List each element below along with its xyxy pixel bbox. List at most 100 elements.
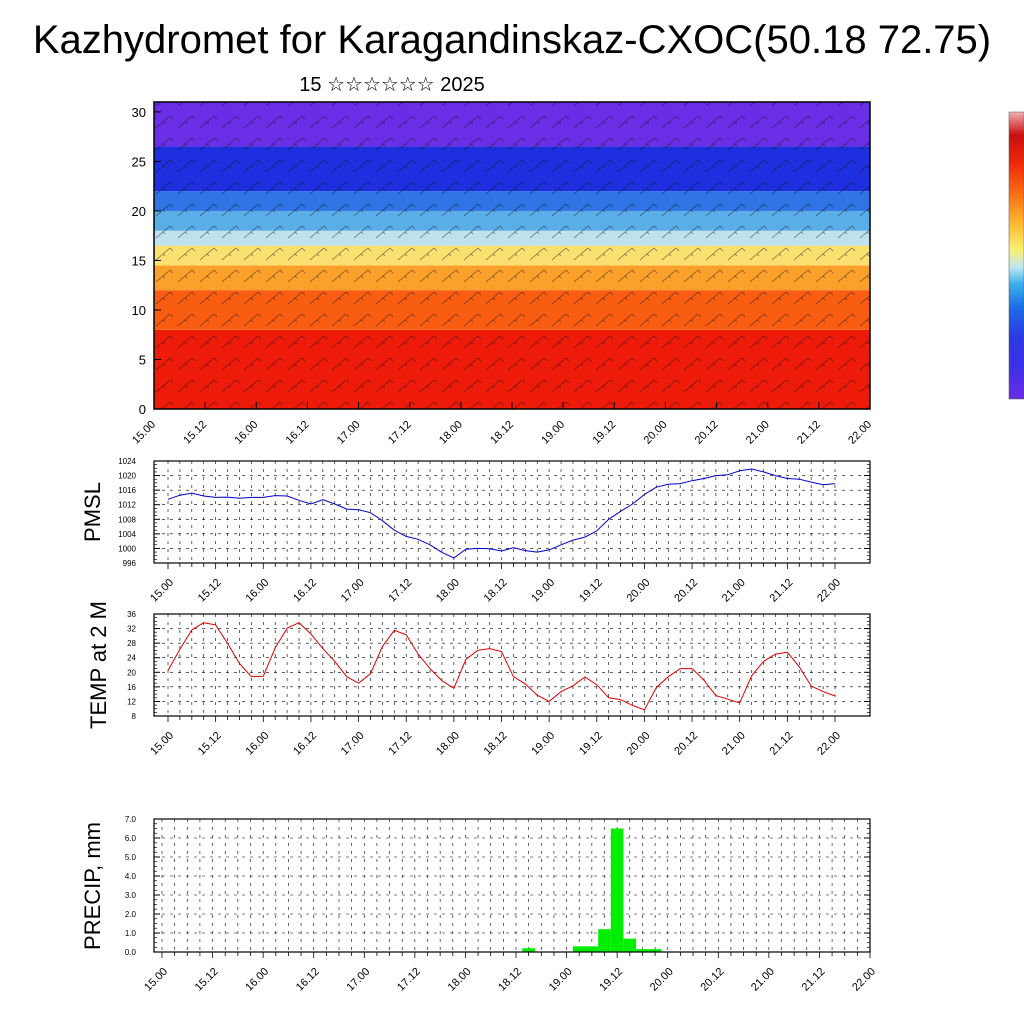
wind-barbs-overlay xyxy=(154,102,870,409)
x-tick-label: 19.12 xyxy=(577,577,605,605)
y-tick-label: 996 xyxy=(123,559,137,568)
x-tick-label: 19.00 xyxy=(529,730,557,758)
precip-grid xyxy=(154,819,870,952)
precip-bar xyxy=(623,938,637,952)
y-tick-label: 4.0 xyxy=(125,872,137,881)
y-tick-label: 16 xyxy=(127,683,136,692)
x-tick-label: 21.12 xyxy=(768,577,796,605)
x-tick-label: 18.12 xyxy=(482,577,510,605)
precip-panel: 0.0 1.0 2.0 3.0 4.0 5.0 6.0 7.0 15.00 15.12 16.00 1… xyxy=(80,815,878,994)
x-tick-label: 15.00 xyxy=(142,966,170,994)
x-tick-label: 19.12 xyxy=(597,966,625,994)
x-tick-label: 21.00 xyxy=(720,730,748,758)
x-tick-label: 18.00 xyxy=(434,577,462,605)
y-tick-label: 5.0 xyxy=(125,853,137,862)
x-tick-label: 17.00 xyxy=(339,577,367,605)
y-tick-label: 5 xyxy=(139,352,146,367)
x-tick-label: 20.00 xyxy=(625,730,653,758)
x-tick-label: 18.00 xyxy=(434,730,462,758)
y-tick-label: 15 xyxy=(132,253,146,268)
pmsl-axes: 996 1000 1004 1008 1012 1016 1020 1024 15.00 15.1… xyxy=(118,457,870,605)
x-tick-label: 16.12 xyxy=(291,730,319,758)
precip-bar xyxy=(585,946,599,952)
x-tick-label: 21.00 xyxy=(744,419,772,447)
x-tick-label: 21.12 xyxy=(795,419,823,447)
x-tick-label: 21.12 xyxy=(768,730,796,758)
x-tick-label: 20.12 xyxy=(693,419,721,447)
x-tick-label: 16.00 xyxy=(243,577,271,605)
y-tick-label: 6.0 xyxy=(125,834,137,843)
y-tick-label: 25 xyxy=(132,154,146,169)
temp-axes: 8 12 16 20 24 28 32 36 15.00 15.12 16.00 16.12 17.00… xyxy=(127,610,870,758)
cross-section-panel: 0 5 10 15 20 25 30 15.00 15.12 16.00 16.12 17.00 17.… xyxy=(130,101,874,447)
y-tick-label: 1012 xyxy=(118,501,136,510)
y-tick-label: 28 xyxy=(127,639,136,648)
y-tick-label: 10 xyxy=(132,303,146,318)
chart-title: Kazhydromet for Karagandinskaz-CXOC(50.1… xyxy=(32,18,992,62)
precip-bars xyxy=(522,828,662,952)
x-tick-label: 15.12 xyxy=(181,419,209,447)
y-tick-label: 7.0 xyxy=(125,815,137,824)
x-tick-label: 17.12 xyxy=(386,419,414,447)
y-tick-label: 12 xyxy=(127,697,136,706)
x-tick-label: 18.12 xyxy=(496,966,524,994)
x-tick-label: 16.12 xyxy=(291,577,319,605)
temp-frame xyxy=(153,613,871,717)
temp-ylabel: TEMP at 2 M xyxy=(86,601,111,729)
precip-bar xyxy=(636,949,649,952)
x-tick-label: 17.12 xyxy=(386,730,414,758)
precip-axes: 0.0 1.0 2.0 3.0 4.0 5.0 6.0 7.0 15.00 15.12 16.00 1… xyxy=(125,815,878,994)
precip-bar xyxy=(598,929,611,952)
x-tick-label: 19.00 xyxy=(547,966,575,994)
precip-bar xyxy=(648,949,662,952)
temp-series-line xyxy=(167,622,836,711)
temp-grid xyxy=(154,614,870,716)
x-tick-label: 15.12 xyxy=(196,577,224,605)
y-tick-label: 1004 xyxy=(118,530,136,539)
x-tick-label: 18.12 xyxy=(488,419,516,447)
x-tick-label: 21.00 xyxy=(720,577,748,605)
x-tick-label: 15.00 xyxy=(148,730,176,758)
x-tick-label: 20.12 xyxy=(672,730,700,758)
x-tick-label: 15.00 xyxy=(130,419,158,447)
pmsl-panel: 996 1000 1004 1008 1012 1016 1020 1024 15.00 15.1… xyxy=(80,457,871,605)
y-tick-label: 24 xyxy=(127,654,136,663)
x-tick-label: 18.12 xyxy=(482,730,510,758)
x-tick-label: 18.00 xyxy=(437,419,465,447)
precip-bar xyxy=(522,948,535,952)
x-tick-label: 16.00 xyxy=(243,730,271,758)
x-tick-label: 21.12 xyxy=(800,966,828,994)
x-tick-label: 22.00 xyxy=(815,730,843,758)
y-tick-label: 36 xyxy=(127,610,136,619)
x-tick-label: 19.00 xyxy=(529,577,557,605)
x-tick-label: 22.00 xyxy=(850,966,878,994)
x-tick-label: 17.00 xyxy=(339,730,367,758)
x-tick-label: 17.00 xyxy=(344,966,372,994)
x-tick-label: 17.12 xyxy=(386,577,414,605)
x-tick-label: 22.00 xyxy=(815,577,843,605)
colorbar xyxy=(1008,111,1024,400)
y-tick-label: 1008 xyxy=(118,515,136,524)
y-tick-label: 3.0 xyxy=(125,891,137,900)
x-tick-label: 15.12 xyxy=(193,966,221,994)
x-tick-label: 16.00 xyxy=(232,419,260,447)
y-tick-label: 2.0 xyxy=(125,910,137,919)
x-tick-label: 17.12 xyxy=(395,966,423,994)
precip-bar xyxy=(572,946,586,952)
x-tick-label: 16.12 xyxy=(294,966,322,994)
y-tick-label: 20 xyxy=(127,668,136,677)
y-tick-label: 1016 xyxy=(118,486,136,495)
precip-ylabel: PRECIP, mm xyxy=(80,822,105,950)
x-tick-label: 20.00 xyxy=(648,966,676,994)
x-tick-label: 20.00 xyxy=(625,577,653,605)
x-tick-label: 18.00 xyxy=(446,966,474,994)
y-tick-label: 1000 xyxy=(118,544,136,553)
x-tick-label: 19.12 xyxy=(590,419,618,447)
x-tick-label: 19.12 xyxy=(577,730,605,758)
pmsl-series-line xyxy=(167,468,836,559)
y-tick-label: 0 xyxy=(139,402,146,417)
y-tick-label: 20 xyxy=(132,204,146,219)
y-tick-label: 1024 xyxy=(118,457,136,466)
x-tick-label: 22.00 xyxy=(846,419,874,447)
